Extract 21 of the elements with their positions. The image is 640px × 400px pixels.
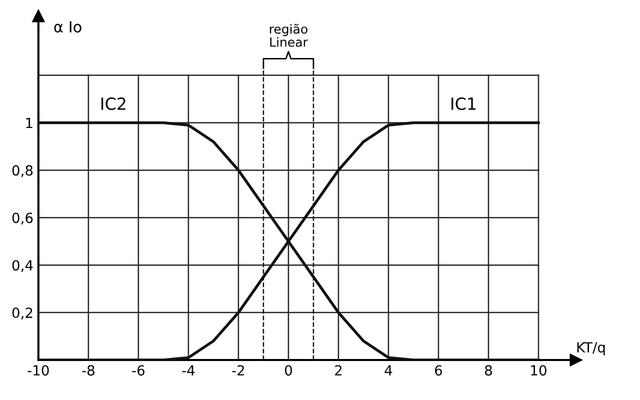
- series-label: IC1: [452, 97, 476, 110]
- y-tick-label: 0,6: [12, 212, 33, 225]
- x-tick-label: -4: [182, 365, 195, 376]
- y-tick-label: 0,2: [12, 308, 32, 320]
- x-tick-label: 2: [335, 365, 342, 376]
- x-tick-label: 8: [485, 365, 492, 376]
- x-tick-label: 10: [531, 365, 546, 376]
- y-tick-label: 0,4: [12, 260, 33, 272]
- x-axis-title: KT/q: [577, 342, 605, 356]
- y-tick-label: 0,8: [12, 165, 33, 178]
- x-tick-label: -2: [232, 365, 244, 376]
- series-label: IC2: [101, 97, 126, 110]
- x-tick-label: 0: [284, 365, 292, 376]
- annotation: região Linear: [270, 24, 308, 47]
- y-axis-title: α Io: [54, 21, 82, 33]
- x-tick-label: -8: [82, 365, 94, 376]
- y-tick-label: 1: [26, 118, 32, 128]
- x-tick-label: 6: [435, 365, 442, 376]
- x-tick-label: -6: [132, 365, 144, 376]
- x-tick-label: 4: [384, 365, 392, 376]
- x-tick-label: -10: [28, 365, 49, 376]
